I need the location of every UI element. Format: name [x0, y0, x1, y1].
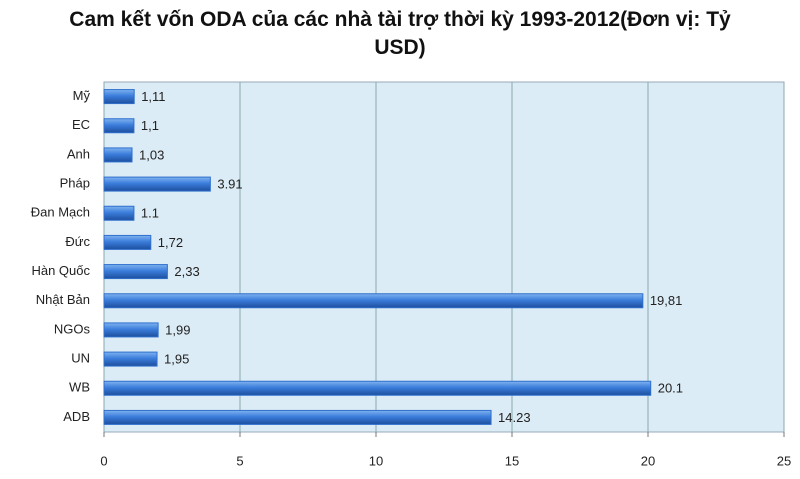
data-label: 1,1	[141, 118, 159, 133]
bar	[103, 264, 168, 280]
data-label: 14.23	[498, 410, 531, 425]
y-tick-label: Đan Mạch	[31, 205, 90, 220]
y-tick-label: Hàn Quốc	[31, 263, 90, 278]
y-tick-label: Đức	[65, 234, 90, 249]
data-label: 1,03	[139, 147, 164, 162]
y-tick-label: Pháp	[60, 176, 90, 191]
bar	[103, 205, 135, 221]
bar	[103, 322, 159, 338]
bar	[103, 409, 492, 425]
plot-area	[103, 81, 785, 433]
x-tick-label: 10	[369, 453, 383, 468]
bar	[103, 234, 152, 250]
data-label: 2,33	[174, 264, 199, 279]
y-tick-label: Anh	[67, 146, 90, 161]
data-label: 1.1	[141, 206, 159, 221]
bar	[103, 293, 644, 309]
y-tick-label: UN	[71, 351, 90, 366]
bar	[103, 176, 211, 192]
y-tick-label: Nhật Bản	[36, 292, 90, 307]
x-tick-label: 0	[100, 453, 107, 468]
bar	[103, 380, 652, 396]
x-tick-label: 25	[777, 453, 791, 468]
x-tick-label: 5	[236, 453, 243, 468]
y-tick-label: WB	[69, 380, 90, 395]
y-tick-label: Mỹ	[73, 88, 91, 103]
data-label: 3.91	[217, 177, 242, 192]
bar	[103, 147, 133, 163]
data-label: 1,99	[165, 322, 190, 337]
data-label: 19,81	[650, 293, 683, 308]
data-label: 20.1	[658, 381, 683, 396]
y-tick-label: ADB	[63, 409, 90, 424]
y-tick-label: NGOs	[54, 321, 91, 336]
bar	[103, 351, 158, 367]
data-label: 1,72	[158, 235, 183, 250]
x-tick-label: 15	[505, 453, 519, 468]
data-label: 1,11	[141, 89, 165, 104]
x-tick-label: 20	[641, 453, 655, 468]
chart-title: Cam kết vốn ODA của các nhà tài trợ thời…	[69, 8, 731, 59]
bar	[103, 118, 135, 134]
y-tick-label: EC	[72, 117, 90, 132]
data-label: 1,95	[164, 352, 189, 367]
bar	[103, 89, 135, 105]
